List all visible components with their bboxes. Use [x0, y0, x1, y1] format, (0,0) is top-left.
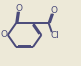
Text: O: O — [1, 30, 8, 39]
Text: O: O — [50, 6, 57, 15]
Text: O: O — [15, 4, 22, 13]
Text: Cl: Cl — [51, 31, 59, 40]
